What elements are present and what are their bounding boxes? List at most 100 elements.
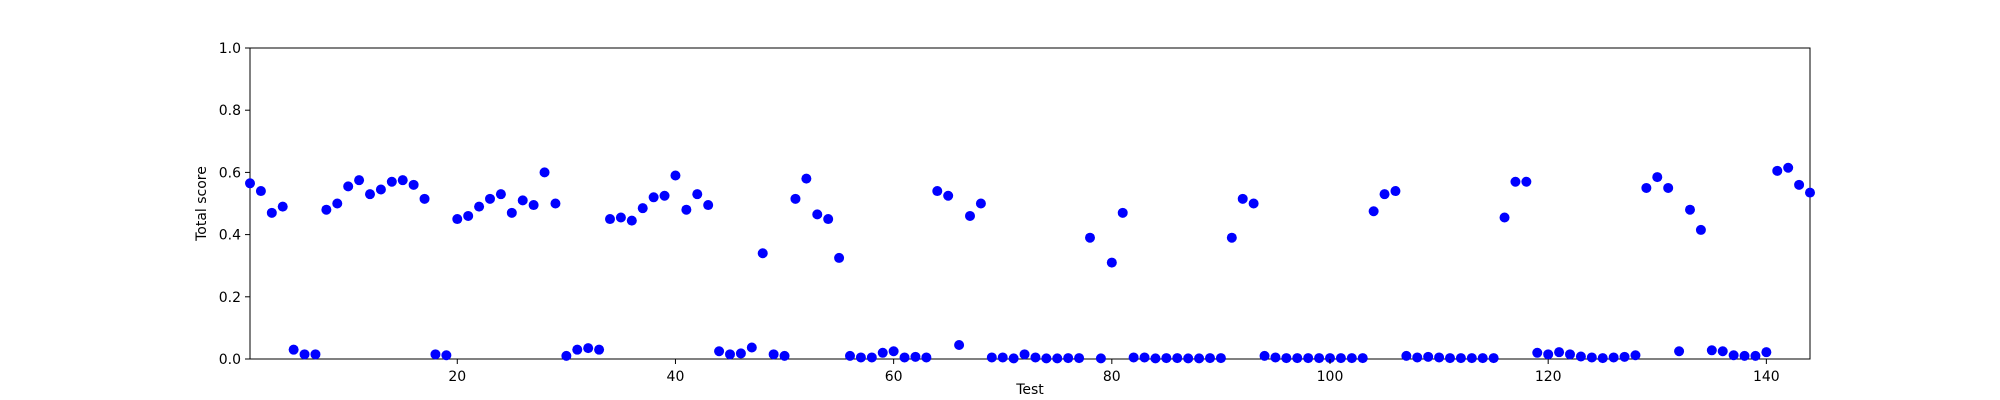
y-tick-label: 0.0 [219,352,241,368]
y-tick-label: 0.2 [219,290,241,306]
data-point [1685,204,1695,215]
data-point [714,346,725,357]
data-point [1314,353,1325,364]
data-point [615,212,626,223]
data-point [670,170,681,181]
data-point [1259,350,1270,361]
data-point [1543,349,1554,360]
data-point [1739,350,1750,361]
data-point [757,248,768,259]
data-point [1215,353,1226,364]
data-point [310,349,321,360]
data-point [1161,353,1172,364]
data-point [1412,352,1423,363]
data-point [1434,352,1445,363]
data-point [255,186,266,197]
data-point [452,214,463,225]
x-axis-label: Test [1015,382,1044,398]
data-point [1521,176,1532,187]
data-point [1794,179,1805,190]
data-point [1063,353,1074,364]
data-point [1095,353,1106,364]
data-point [506,207,517,218]
data-point [1641,182,1652,193]
data-point [768,349,779,360]
data-point [430,349,441,360]
data-point [1401,350,1412,361]
data-point [1805,187,1815,198]
data-point [932,186,943,197]
y-tick-label: 0.4 [219,228,241,244]
data-point [288,344,299,355]
data-point [386,176,397,187]
data-point [692,189,703,200]
data-point [681,204,692,215]
data-point [495,189,506,200]
data-point [1575,351,1586,362]
data-point [812,209,823,220]
data-point [1706,345,1717,356]
data-point [528,200,539,211]
y-axis-ticks: 0.0 0.2 0.4 0.6 0.8 1.0 [219,41,250,368]
data-point [321,204,332,215]
data-point [594,344,605,355]
x-tick-label: 80 [1103,369,1121,385]
data-point [855,352,866,363]
data-point [1728,350,1739,361]
data-point [365,189,375,200]
data-point [801,173,812,184]
data-point [899,352,910,363]
data-point [1379,189,1390,200]
data-point [408,179,419,190]
data-point [910,351,921,362]
data-point [1761,347,1772,358]
data-point [1466,353,1477,364]
data-point [1390,186,1401,197]
x-axis-ticks: 20 40 60 80 100 120 140 [448,359,1780,385]
data-point [779,350,790,361]
data-point [725,349,735,360]
data-point [1619,351,1630,362]
data-point [1281,353,1292,364]
data-point [1248,198,1259,209]
data-point [954,340,965,351]
plot-frame [249,47,1811,360]
data-point [1695,224,1706,235]
data-point [997,352,1008,363]
data-point [1106,257,1117,268]
data-point [1303,353,1314,364]
data-point [1510,176,1521,187]
y-tick-label: 0.8 [219,103,241,119]
data-point [1128,352,1139,363]
data-point [605,214,615,225]
data-point [474,201,485,212]
data-point [975,198,986,209]
data-point [1652,172,1663,183]
data-point [1325,353,1335,364]
data-point [1608,352,1619,363]
data-point [965,210,975,221]
data-point [1292,353,1303,364]
x-tick-label: 140 [1753,369,1780,385]
data-points [245,162,1815,364]
data-point [463,210,474,221]
data-point [866,352,877,363]
data-point [735,348,746,359]
data-point [1346,353,1357,364]
data-point [845,350,855,361]
data-point [1270,352,1281,363]
data-point [1532,347,1543,358]
data-point [921,352,932,363]
data-point [1172,353,1183,364]
plot-area [249,47,1811,360]
data-point [986,352,997,363]
data-point [1074,353,1085,364]
data-point [790,193,801,204]
data-point [637,203,648,214]
data-point [888,346,899,357]
data-point [1783,162,1794,173]
data-point [659,190,670,201]
data-point [1597,353,1608,364]
data-point [517,195,528,206]
